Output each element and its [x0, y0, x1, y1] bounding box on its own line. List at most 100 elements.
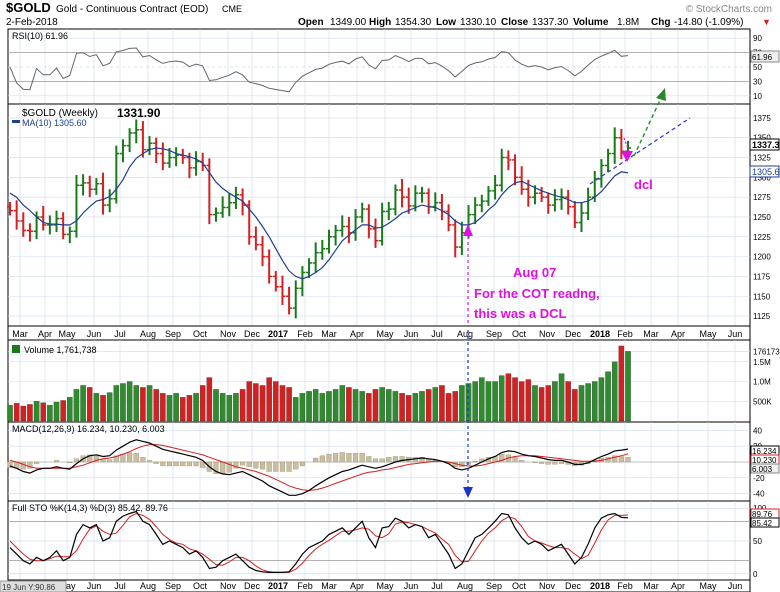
rsi-tick-label: 50: [753, 63, 762, 72]
sto-d-line: [9, 512, 629, 573]
volume-bar: [40, 402, 46, 422]
macd-histogram-bar: [34, 461, 40, 464]
pullback-arrow-icon: [621, 151, 633, 162]
macd-histogram-bar: [359, 453, 365, 463]
volume-bar: [492, 381, 498, 422]
ohlc-bar: [126, 128, 133, 152]
ohlc-bar: [505, 150, 512, 171]
volume-bar: [273, 381, 279, 422]
macd-histogram-bar: [220, 461, 226, 475]
volume-bar: [113, 385, 120, 422]
sto-tag-2: 85.42: [752, 519, 773, 528]
x-tick-label: Oct: [512, 581, 527, 591]
x-tick-label: Feb: [297, 581, 313, 591]
price-tag: [749, 138, 780, 151]
chg-label: Chg: [651, 17, 670, 28]
macd-histogram-bar: [339, 452, 345, 463]
volume-bar: [13, 403, 20, 422]
ohlc-bar: [419, 186, 425, 203]
ma-legend: MA(10) 1305.60: [22, 118, 87, 128]
volume-bar: [552, 381, 558, 422]
volume-bar: [425, 389, 432, 422]
volume-bar: [173, 393, 179, 422]
ohlc-bar: [492, 174, 499, 200]
up-arrow-icon: [463, 224, 473, 236]
rsi-tick-label: 30: [753, 77, 762, 86]
ohlc-bar: [611, 127, 618, 164]
volume-bar: [372, 389, 379, 422]
symbol-name: Gold - Continuous Contract (EOD): [56, 4, 208, 15]
ohlc-bar: [73, 174, 80, 238]
macd-histogram-bar: [266, 461, 272, 472]
ohlc-bar: [86, 175, 93, 198]
macd-histogram-bar: [253, 461, 259, 469]
volume-bar: [479, 377, 485, 422]
volume-bar: [611, 361, 618, 422]
ohlc-bar: [292, 280, 299, 319]
x-tick-label: Jun: [728, 581, 743, 591]
ohlc-bar: [7, 201, 13, 216]
sto-k-line: [9, 510, 629, 573]
volume-bar: [498, 375, 505, 422]
macd-histogram-bar: [93, 456, 99, 463]
volume-bar: [339, 385, 346, 422]
price-tick-label: 1275: [753, 193, 771, 202]
macd-histogram-bar: [173, 461, 179, 467]
ohlc-bar: [405, 187, 412, 214]
ohlc-bar: [206, 158, 213, 225]
volume-bar: [27, 404, 33, 422]
volume-bar: [233, 393, 239, 422]
chart-header: $GOLD Gold - Continuous Contract (EOD) C…: [6, 0, 772, 28]
macd-histogram-bar: [27, 461, 33, 469]
volume-bar: [518, 381, 525, 422]
ohlc-bar: [259, 236, 266, 267]
macd-tick-label: -40: [753, 490, 765, 499]
volume-bar: [452, 391, 458, 422]
ohlc-bar: [571, 201, 578, 229]
rsi-ticks: 9070503010: [753, 34, 762, 101]
ohlc-bar: [478, 194, 485, 213]
sto-tags: 89.76 85.42: [750, 508, 780, 528]
down-arrow-marker-icon: [463, 487, 473, 498]
rsi-grid: [8, 29, 750, 104]
ohlc-bar: [598, 159, 605, 188]
ohlc-bar: [585, 187, 592, 221]
price-tick-label: 1225: [753, 233, 771, 242]
volume-tick-label: 1.0M: [753, 378, 771, 387]
ohlc-bar: [66, 226, 73, 244]
ohlc-bar: [339, 215, 346, 237]
macd-histogram-bar: [160, 461, 166, 467]
macd-histogram-bar: [146, 460, 153, 463]
volume-tick-label: 1761738: [753, 347, 780, 356]
x-tick-label: Dec: [244, 329, 261, 339]
x-tick-label: Dec: [565, 329, 582, 339]
ohlc-bar: [193, 151, 200, 176]
ohlc-bar: [286, 286, 293, 315]
volume-bar: [618, 345, 625, 422]
volume-bar: [266, 377, 272, 422]
ohlc-bar: [445, 204, 452, 232]
volume-tick-label: 1.5M: [753, 358, 771, 367]
ohlc-bar: [100, 172, 107, 215]
volume-bar: [386, 389, 392, 422]
ohlc-bar: [472, 197, 479, 225]
volume-bar: [292, 397, 299, 422]
cursor-tooltip-text: 19 Jun Y:90.86: [2, 583, 56, 592]
ohlc-bar: [113, 145, 120, 204]
macd-line: [9, 439, 629, 496]
x-tick-label: May: [376, 581, 394, 591]
macd-histogram-bar: [113, 455, 119, 463]
volume-bar: [180, 397, 186, 422]
ma-tag: [749, 165, 780, 178]
x-tick-label: Oct: [193, 581, 208, 591]
dcl-label: dcl: [634, 177, 653, 192]
macd-tag-3: 6.003: [752, 465, 773, 474]
x-tick-label: Jul: [114, 581, 126, 591]
volume-bar: [472, 381, 478, 422]
price-tick-label: 1250: [753, 213, 771, 222]
macd-histogram-bar: [472, 461, 478, 463]
volume-bar: [625, 351, 631, 422]
volume-bar: [73, 389, 80, 422]
macd-signal-line: [9, 444, 629, 492]
